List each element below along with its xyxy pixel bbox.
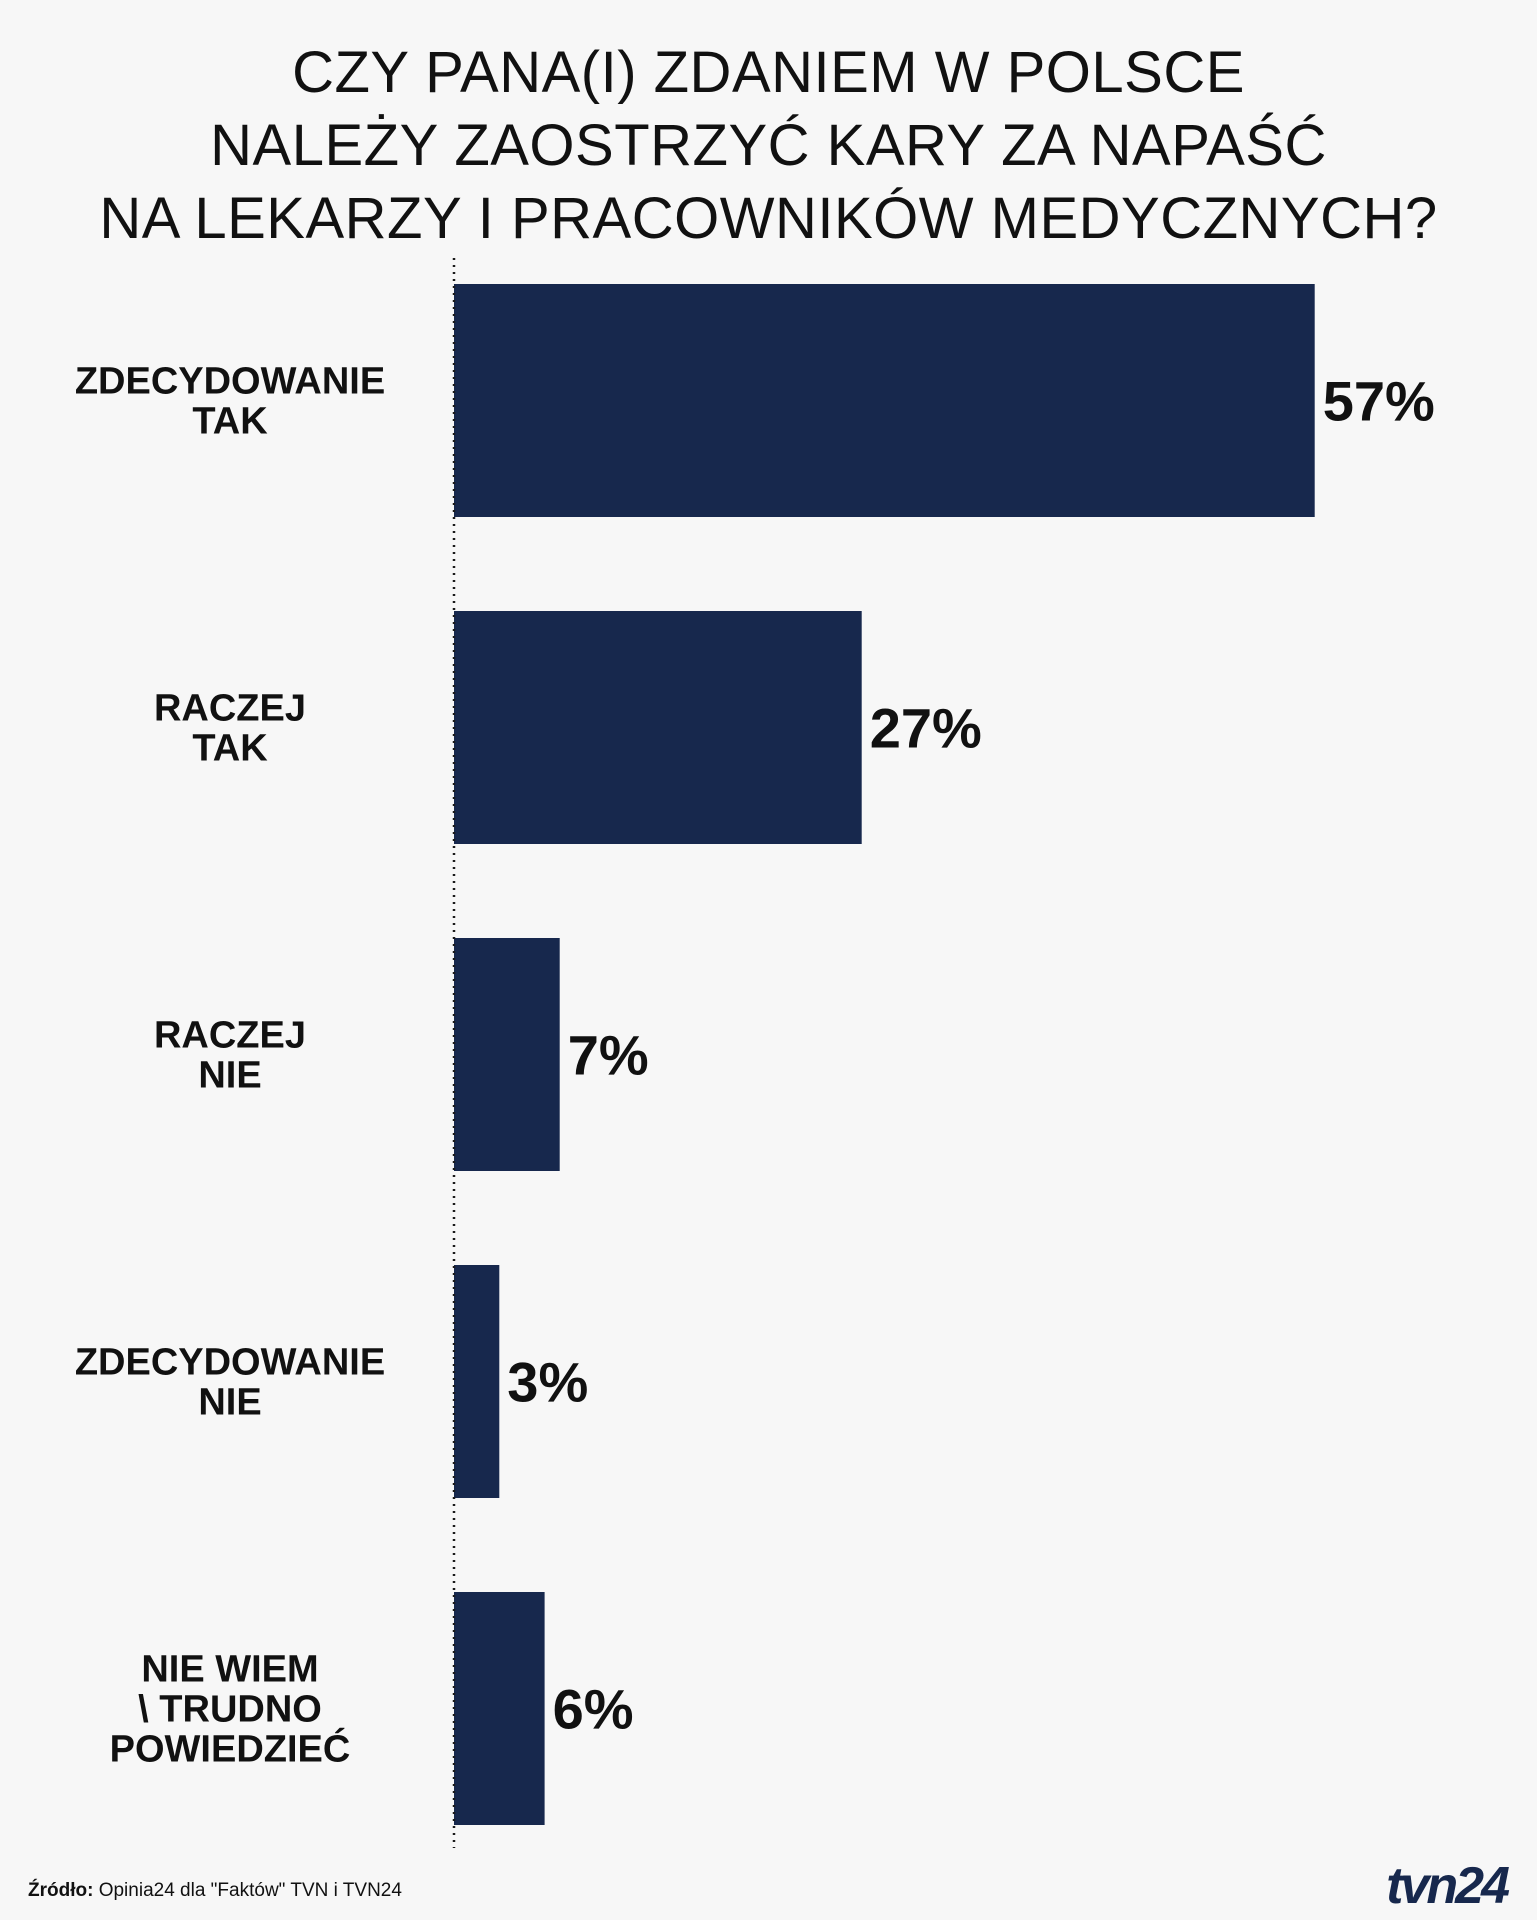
source-prefix: Źródło: — [28, 1880, 94, 1901]
bar-3 — [454, 1265, 500, 1498]
title-line-3: NA LEKARZY I PRACOWNIKÓW MEDYCZNYCH? — [99, 186, 1438, 251]
source-text: Opinia24 dla "Faktów" TVN i TVN24 — [93, 1880, 402, 1901]
title-line-2: NALEŻY ZAOSTRZYĆ KARY ZA NAPAŚĆ — [210, 113, 1327, 178]
value-label-1: 27% — [870, 697, 982, 760]
value-label-2: 7% — [568, 1024, 649, 1087]
bar-1 — [454, 611, 862, 844]
chart-title: CZY PANA(I) ZDANIEM W POLSCE NALEŻY ZAOS… — [0, 36, 1537, 255]
bar-2 — [454, 938, 560, 1171]
category-label-2: RACZEJ NIE — [154, 1015, 306, 1097]
value-label-0: 57% — [1323, 370, 1435, 433]
category-label-3: ZDECYDOWANIE NIE — [75, 1342, 385, 1424]
bar-0 — [454, 284, 1315, 517]
bar-4 — [454, 1592, 545, 1825]
category-label-0: ZDECYDOWANIE TAK — [75, 361, 385, 443]
tvn24-logo: tvn24 — [1386, 1857, 1510, 1915]
source-note: Źródło: Opinia24 dla "Faktów" TVN i TVN2… — [28, 1880, 402, 1902]
value-label-3: 3% — [507, 1351, 588, 1414]
category-label-4: NIE WIEM \ TRUDNO POWIEDZIEĆ — [110, 1649, 351, 1771]
value-label-4: 6% — [553, 1678, 634, 1741]
category-label-1: RACZEJ TAK — [154, 688, 306, 770]
title-line-1: CZY PANA(I) ZDANIEM W POLSCE — [292, 40, 1245, 105]
